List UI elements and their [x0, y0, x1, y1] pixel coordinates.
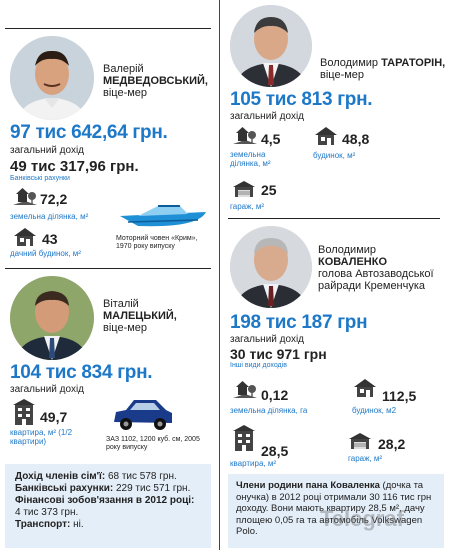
taratorin-income-label: загальний дохід: [230, 111, 304, 122]
house-icon: [313, 126, 339, 151]
note-transport-label: Транспорт:: [15, 519, 71, 530]
taratorin-position: віце-мер: [320, 69, 365, 81]
person-portrait-icon: [10, 276, 94, 360]
kovalenko-position: голова Автозаводської райради Кременчука: [318, 268, 434, 292]
maletskyi-note-box: Дохід членів сім'ї: 68 тис 578 грн. Банк…: [5, 464, 211, 548]
medvedovskyi-income-label: загальний дохід: [10, 145, 84, 156]
medvedovskyi-last-name: МЕДВЕДОВСЬКИЙ,: [103, 75, 208, 87]
land-icon: [232, 380, 258, 405]
taratorin-first-name: Володимир: [320, 57, 379, 69]
vertical-divider: [219, 0, 220, 550]
note-fin-value: 4 тис 373 грн.: [15, 507, 79, 518]
kovalenko-photo: [230, 226, 312, 308]
kovalenko-note-rest: (дочка та онучка) в 2012 році отримали 3…: [236, 480, 432, 537]
left-section-divider: [5, 268, 211, 269]
taratorin-income: 105 тис 813 грн.: [230, 89, 373, 110]
kovalenko-garage-value: 28,2: [378, 436, 406, 452]
medvedovskyi-house-value: 43: [42, 231, 58, 247]
kovalenko-garage-label: гараж, м²: [348, 454, 383, 463]
maletskyi-photo: [10, 276, 94, 360]
garage-icon: [348, 432, 372, 455]
top-rule-left: [5, 28, 211, 29]
kovalenko-income-label: загальний дохід: [230, 334, 304, 345]
taratorin-name: Володимир ТАРАТОРІН, віце-мер: [320, 57, 445, 81]
kovalenko-flat-label: квартира, м²: [230, 459, 277, 468]
motorboat-icon: [118, 200, 210, 235]
medvedovskyi-first-name: Валерій: [103, 63, 144, 75]
medvedovskyi-bank: 49 тис 317,96 грн.: [10, 158, 139, 175]
right-section-divider: [228, 218, 440, 219]
maletskyi-flat-label: квартира, м² (1/2 квартири): [10, 428, 73, 446]
medvedovskyi-land-label: земельна ділянка, м²: [10, 212, 89, 221]
kovalenko-flat-value: 28,5: [261, 443, 289, 459]
house-icon: [352, 378, 378, 403]
taratorin-house-value: 48,8: [342, 131, 370, 147]
note-fin-label: Фінансові зобов'язання в 2012 році:: [15, 495, 195, 506]
taratorin-last-name: ТАРАТОРІН,: [381, 57, 446, 69]
kovalenko-other: 30 тис 971 грн: [230, 346, 327, 362]
medvedovskyi-income: 97 тис 642,64 грн.: [10, 122, 168, 143]
kovalenko-house-value: 112,5: [382, 388, 417, 404]
note-family-label: Дохід членів сім'ї:: [15, 471, 106, 482]
motorboat-caption: Моторний човен «Крим», 1970 року випуску: [116, 235, 198, 250]
taratorin-garage-label: гараж, м²: [230, 202, 265, 211]
medvedovskyi-name: Валерій МЕДВЕДОВСЬКИЙ, віце-мер: [103, 63, 208, 99]
kovalenko-first-name: Володимир: [318, 244, 377, 256]
medvedovskyi-position: віце-мер: [103, 87, 148, 99]
telegraf-watermark: Telegraf: [320, 506, 404, 531]
car-icon: [110, 392, 176, 439]
apartment-building-icon: [12, 398, 36, 431]
land-icon: [12, 187, 38, 212]
kovalenko-note-box: Члени родини пана Коваленка (дочка та он…: [228, 474, 444, 548]
taratorin-photo: [230, 5, 312, 87]
kovalenko-name: Володимир КОВАЛЕНКО голова Автозаводсько…: [318, 244, 442, 292]
kovalenko-income: 198 тис 187 грн: [230, 312, 368, 333]
car-caption: ЗАЗ 1102, 1200 куб. см, 2005 року випуск…: [106, 436, 200, 451]
note-family-value: 68 тис 578 грн.: [107, 471, 177, 482]
maletskyi-name: Віталій МАЛЕЦЬКИЙ, віце-мер: [103, 298, 177, 334]
land-icon: [232, 126, 258, 151]
medvedovskyi-house-label: дачний будинок, м²: [10, 249, 81, 258]
maletskyi-position: віце-мер: [103, 322, 148, 334]
kovalenko-land-value: 0,12: [261, 387, 289, 403]
person-portrait-icon: [230, 5, 312, 87]
person-portrait-icon: [10, 36, 94, 120]
medvedovskyi-photo: [10, 36, 94, 120]
taratorin-land-value: 4,5: [261, 131, 281, 147]
note-transport-value: ні.: [73, 519, 84, 530]
taratorin-house-label: будинок, м²: [313, 151, 356, 160]
medvedovskyi-land-value: 72,2: [40, 191, 68, 207]
note-bank-value: 229 тис 571 грн.: [115, 483, 191, 494]
house-icon: [12, 227, 38, 252]
maletskyi-last-name: МАЛЕЦЬКИЙ,: [103, 310, 177, 322]
medvedovskyi-bank-label: Банківські рахунки: [10, 175, 70, 182]
kovalenko-note-bold: Члени родини пана Коваленка: [236, 480, 380, 491]
taratorin-garage-value: 25: [261, 182, 277, 198]
taratorin-land-label: земельна ділянка, м²: [230, 150, 271, 168]
person-portrait-icon: [230, 226, 312, 308]
kovalenko-other-label: Інші види доходів: [230, 362, 287, 369]
note-bank-label: Банківські рахунки:: [15, 483, 114, 494]
kovalenko-land-label: земельна ділянка, га: [230, 406, 308, 415]
maletskyi-income-label: загальний дохід: [10, 384, 84, 395]
garage-icon: [232, 180, 256, 203]
maletskyi-flat-value: 49,7: [40, 409, 68, 425]
maletskyi-income: 104 тис 834 грн.: [10, 362, 153, 383]
kovalenko-last-name: КОВАЛЕНКО: [318, 256, 388, 268]
kovalenko-house-label: будинок, м2: [352, 406, 397, 415]
maletskyi-first-name: Віталій: [103, 298, 139, 310]
apartment-building-icon: [232, 424, 256, 457]
